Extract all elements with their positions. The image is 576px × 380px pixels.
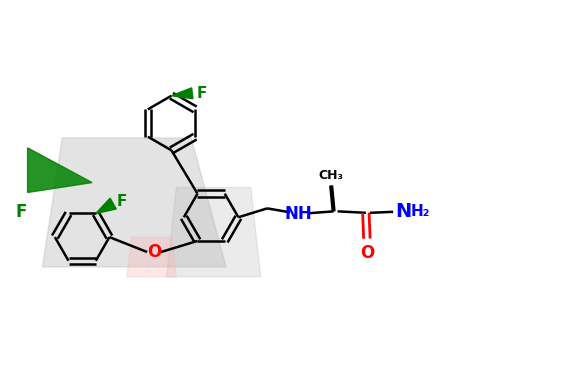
Polygon shape (127, 237, 176, 277)
Text: H₂: H₂ (411, 204, 430, 219)
Text: F: F (196, 86, 207, 101)
Polygon shape (43, 138, 226, 267)
Text: F: F (117, 193, 127, 209)
Text: CH₃: CH₃ (319, 169, 344, 182)
Text: O: O (147, 243, 161, 261)
Text: O: O (360, 244, 374, 261)
Polygon shape (28, 148, 92, 193)
Polygon shape (172, 88, 193, 99)
Text: N: N (396, 202, 412, 221)
Text: F: F (16, 203, 27, 221)
Polygon shape (166, 187, 261, 277)
Text: NH: NH (284, 205, 312, 223)
Polygon shape (96, 198, 116, 214)
